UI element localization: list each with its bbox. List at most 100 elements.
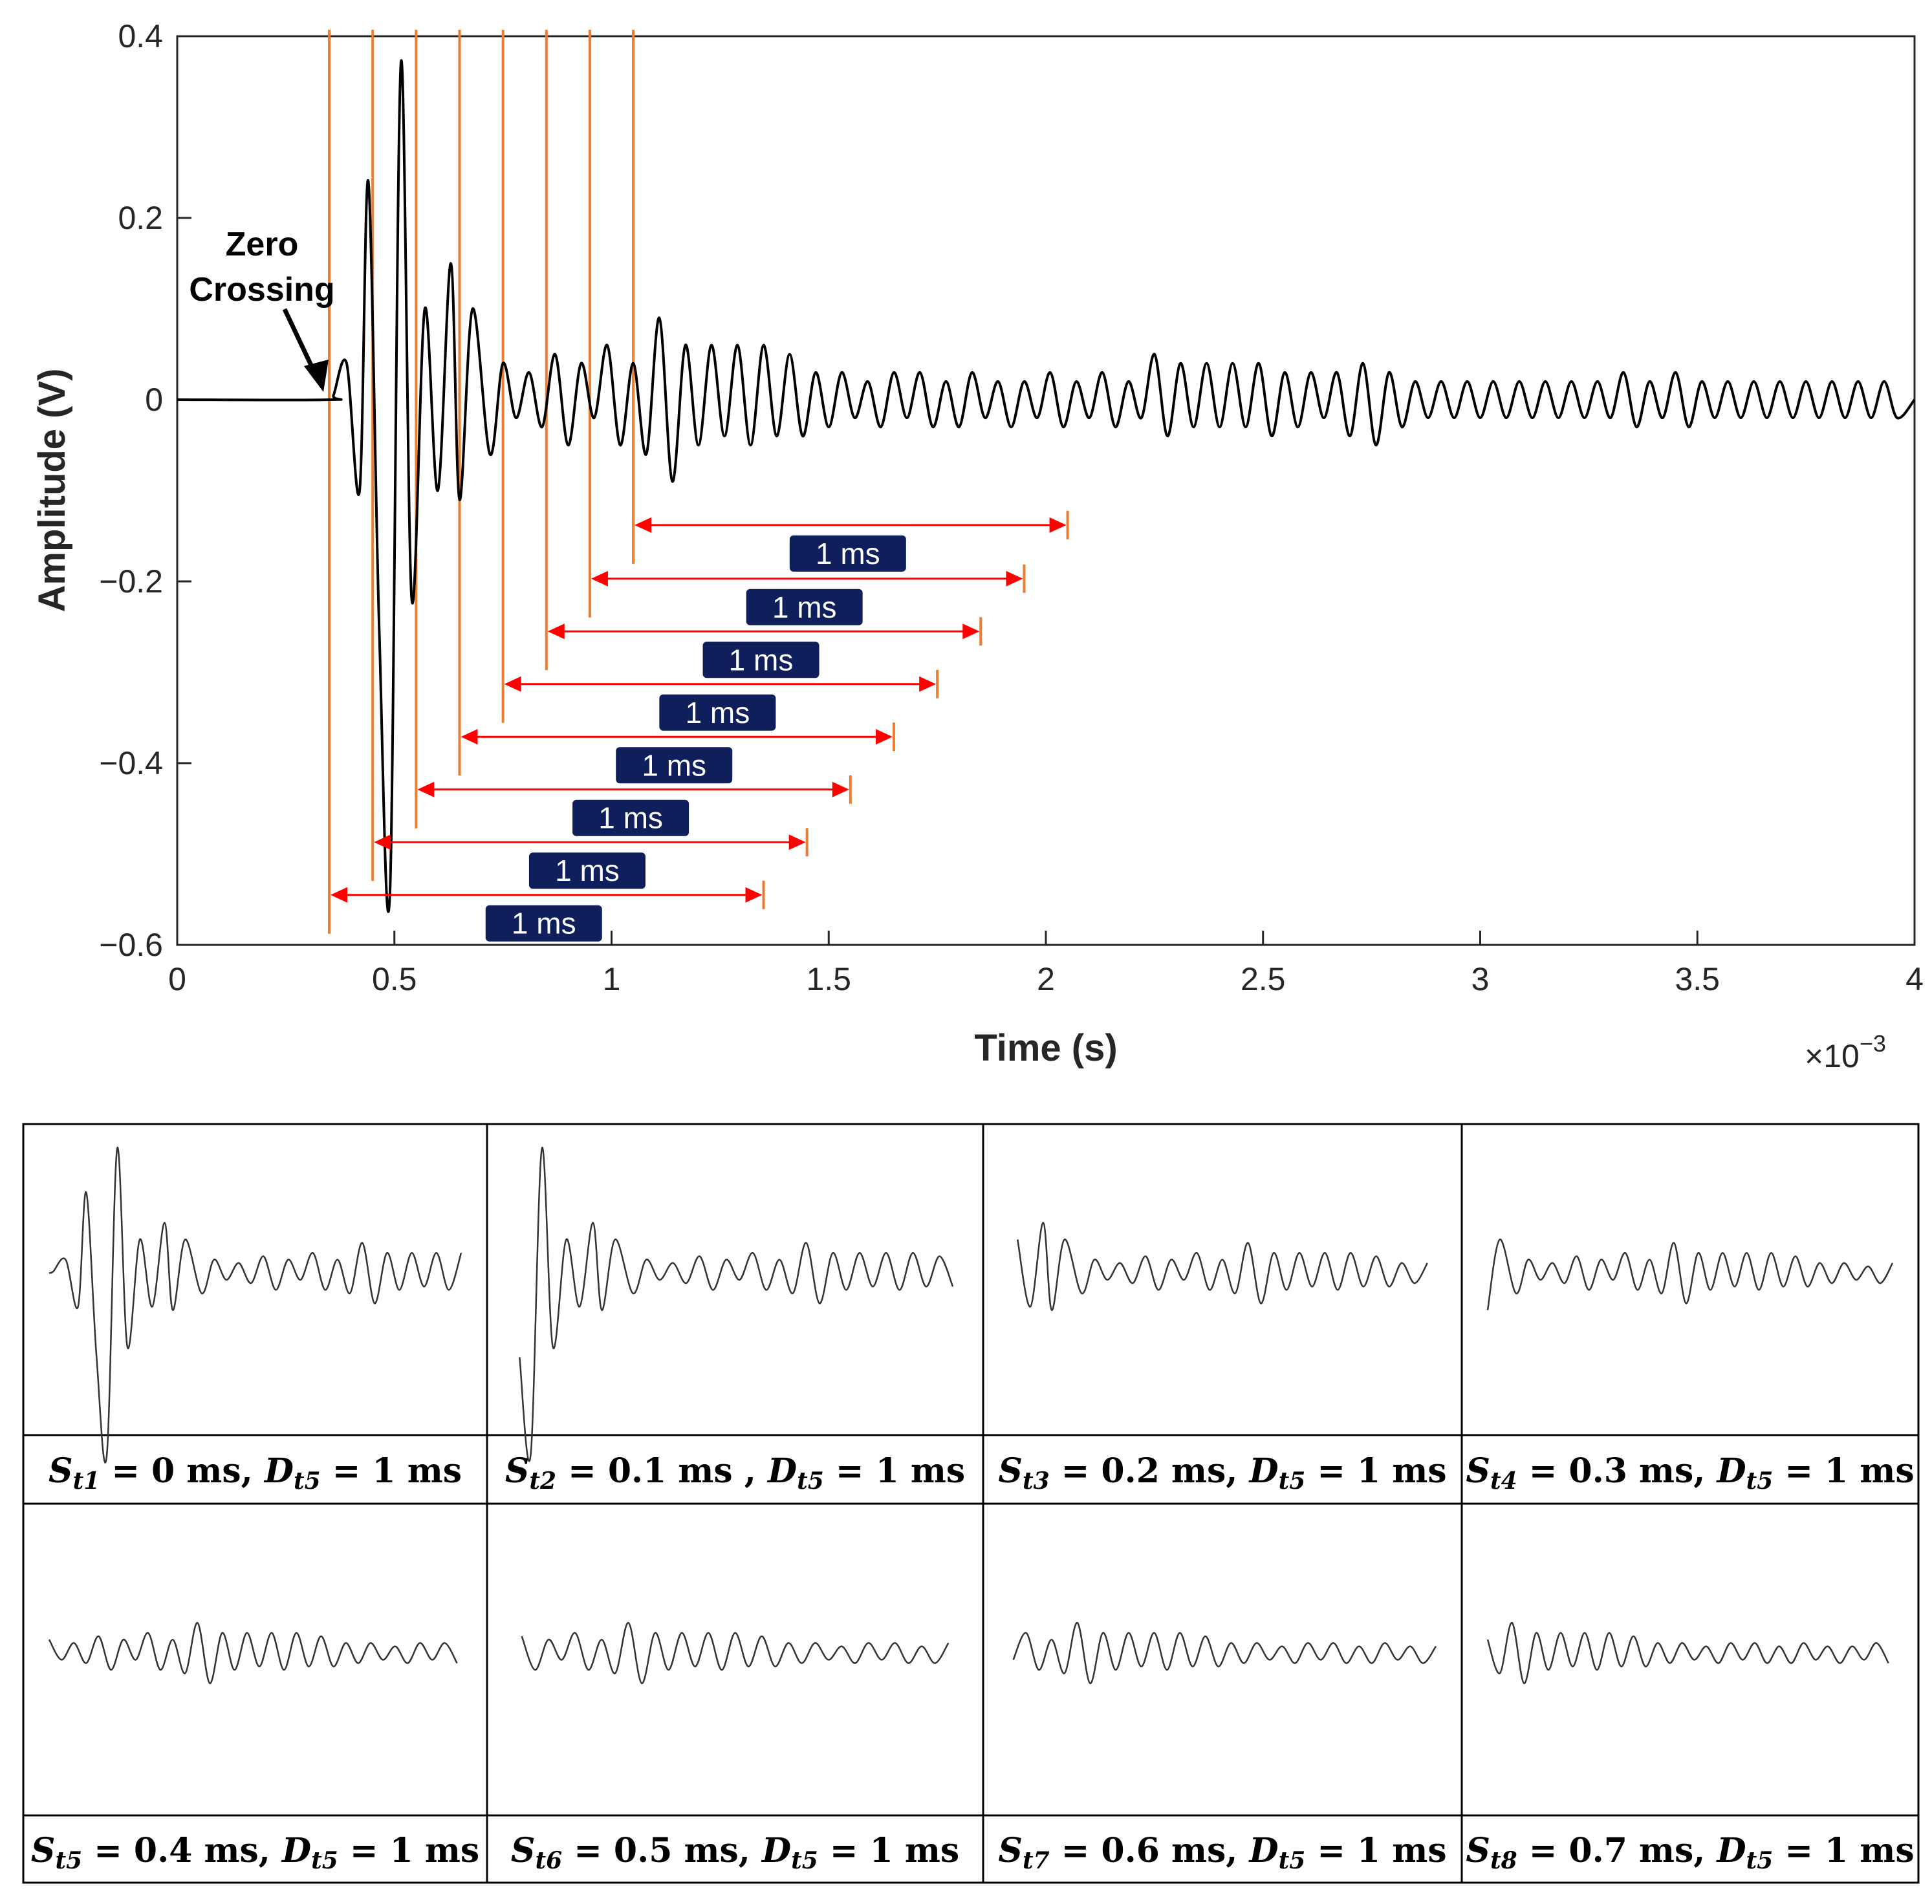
window-label-text: 1 ms [772, 590, 837, 624]
caption-part: t5 [311, 1847, 338, 1874]
window-label-text: 1 ms [512, 907, 576, 940]
x-tick-label: 3.5 [1675, 961, 1720, 997]
window-label-box [746, 589, 863, 625]
caption-part: D [1248, 1451, 1278, 1491]
caption-part: t5 [791, 1847, 818, 1874]
panel-caption: St4 = 0.3 ms, Dt5 = 1 ms [1466, 1451, 1914, 1495]
annotation-arrowhead [304, 360, 329, 392]
caption-part: S [511, 1831, 536, 1870]
caption-part: = 1 ms [1305, 1831, 1446, 1870]
caption-part: t5 [1746, 1467, 1774, 1495]
caption-part: D [1715, 1831, 1746, 1870]
caption-part: t5 [1746, 1847, 1774, 1874]
caption-part: S [1466, 1451, 1490, 1491]
y-tick-label: 0.2 [118, 200, 163, 236]
window-arrowhead-left [331, 887, 348, 903]
x-tick-label: 2.5 [1241, 961, 1286, 997]
window-arrowhead-left [417, 781, 435, 797]
window-label-box [659, 694, 776, 731]
caption-part: D [1248, 1831, 1278, 1870]
caption-part: = 1 ms [1773, 1451, 1914, 1491]
caption-part: t7 [1023, 1847, 1050, 1874]
window-label-box [616, 747, 733, 784]
zero-crossing-annotation: Zero Crossing [189, 226, 335, 392]
caption-part: S [998, 1831, 1023, 1870]
window-arrowhead-right [745, 887, 763, 903]
panel-waveform [521, 1621, 950, 1685]
y-tick-label: −0.2 [99, 563, 163, 600]
window-label-text: 1 ms [729, 643, 794, 676]
window-arrowhead-right [962, 623, 980, 640]
caption-part: D [761, 1831, 791, 1870]
caption-part: S [1466, 1831, 1490, 1870]
caption-part: = 0.3 ms, [1517, 1451, 1717, 1491]
panel-waveform [1016, 1222, 1428, 1311]
y-axis-title: Amplitude (V) [31, 369, 73, 612]
x-tick-label: 3 [1471, 961, 1490, 997]
caption-part: t5 [294, 1467, 321, 1495]
window-arrowhead-right [788, 834, 806, 850]
window-label-text: 1 ms [555, 854, 620, 887]
panel-waveform [1486, 1621, 1889, 1685]
annotation-line-2: Crossing [189, 271, 334, 308]
caption-part: S [31, 1831, 56, 1870]
caption-part: = 1 ms [321, 1451, 462, 1491]
y-axis-ticks: 0.4 0.2 0 −0.2 −0.4 −0.6 [99, 18, 191, 963]
panel-caption: St3 = 0.2 ms, Dt5 = 1 ms [998, 1451, 1446, 1495]
caption-part: = 1 ms [338, 1831, 479, 1870]
window-label-box [528, 852, 646, 889]
caption-part: S [49, 1451, 73, 1491]
window-label-text: 1 ms [686, 696, 750, 730]
caption-part: = 1 ms [1305, 1451, 1446, 1491]
caption-part: t5 [1279, 1467, 1306, 1495]
window-arrowhead-left [504, 676, 521, 692]
caption-part: t8 [1490, 1847, 1517, 1874]
caption-part: D [1715, 1451, 1746, 1491]
x-scale-label: ×10−3 [1805, 1030, 1886, 1074]
caption-part: = 0.5 ms, [562, 1831, 762, 1870]
caption-part: t5 [55, 1847, 82, 1874]
window-start-lines [328, 30, 635, 934]
caption-part: t3 [1023, 1467, 1050, 1495]
panel-waveform [49, 1147, 462, 1464]
window-label-text: 1 ms [598, 801, 663, 835]
caption-part: D [263, 1451, 294, 1491]
window-arrowhead-right [1006, 570, 1023, 587]
panel-caption: St6 = 0.5 ms, Dt5 = 1 ms [511, 1831, 959, 1874]
window-arrowhead-right [1049, 517, 1067, 533]
x-tick-label: 1.5 [806, 961, 851, 997]
caption-part: t2 [529, 1467, 556, 1495]
signal-line [177, 59, 1916, 913]
caption-part: = 0.2 ms, [1050, 1451, 1250, 1491]
caption-part: t5 [1279, 1847, 1306, 1874]
panel-waveform [1486, 1239, 1894, 1310]
window-arrowhead-left [591, 570, 608, 587]
annotation-line-1: Zero [226, 226, 299, 263]
panel-waveform [1012, 1621, 1437, 1685]
window-label-box [572, 799, 689, 836]
caption-part: = 1 ms [1773, 1831, 1914, 1870]
y-tick-label: −0.6 [99, 927, 163, 963]
panel-caption: St2 = 0.1 ms , Dt5 = 1 ms [505, 1451, 965, 1495]
caption-part: = 0.6 ms, [1050, 1831, 1250, 1870]
window-label-box [485, 905, 602, 942]
window-label-box [702, 642, 819, 678]
window-arrowhead-right [875, 729, 893, 745]
panel-waveform [48, 1621, 458, 1685]
y-tick-label: −0.4 [99, 745, 163, 781]
panel-caption: St8 = 0.7 ms, Dt5 = 1 ms [1466, 1831, 1914, 1874]
window-arrowhead-right [919, 676, 937, 692]
caption-part: t5 [797, 1467, 824, 1495]
caption-part: D [281, 1831, 311, 1870]
window-arrowhead-left [374, 834, 391, 850]
caption-part: S [998, 1451, 1023, 1491]
caption-part: S [505, 1451, 530, 1491]
segment-panels: St1 = 0 ms, Dt5 = 1 ms St2 = 0.1 ms , Dt5… [31, 1147, 1915, 1874]
window-duration-labels: 1 ms 1 ms 1 ms 1 ms 1 ms 1 ms 1 ms 1 ms [485, 535, 906, 942]
x-tick-label: 1 [603, 961, 621, 997]
caption-part: t1 [73, 1467, 100, 1495]
window-arrowhead-left [547, 623, 565, 640]
panel-waveform [519, 1147, 954, 1462]
window-arrows [331, 510, 1069, 909]
caption-part: D [766, 1451, 797, 1491]
